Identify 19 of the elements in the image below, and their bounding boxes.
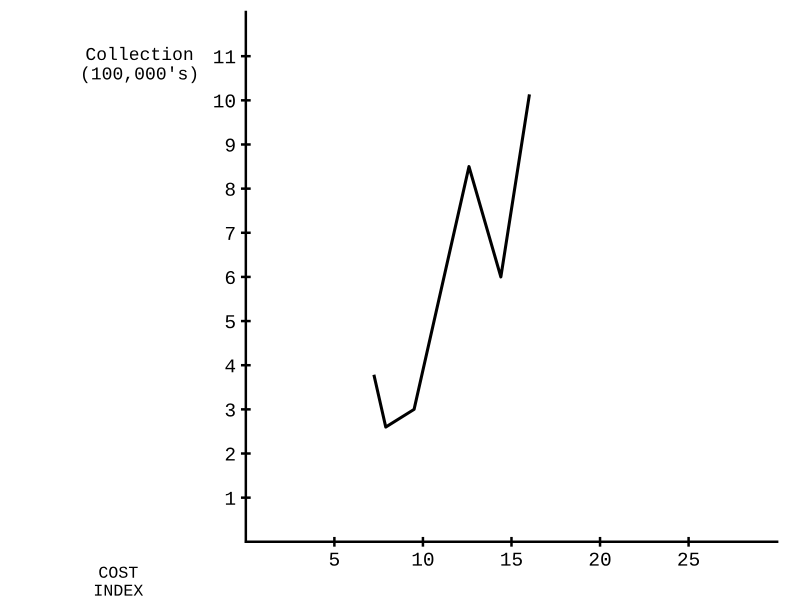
y-tick-label: 9 — [226, 138, 235, 152]
x-tick-label: 20 — [590, 552, 611, 566]
x-tick-label: 10 — [412, 552, 434, 566]
x-tick-label: 25 — [678, 552, 700, 566]
y-tick-label: 5 — [226, 315, 235, 328]
y-tick-label: 7 — [226, 227, 235, 240]
y-tick-label: 11 — [214, 50, 236, 64]
line-series — [372, 94, 531, 429]
y-tick-label: 2 — [226, 448, 235, 461]
y-tick-label: 6 — [226, 270, 235, 284]
y-tick-label: 10 — [214, 94, 235, 108]
y-tick-label: 4 — [225, 359, 236, 372]
x-tick-label: 15 — [501, 552, 522, 566]
y-tick-label: 8 — [226, 182, 235, 196]
y-tick-label: 1 — [226, 492, 236, 505]
x-tick-label: 5 — [330, 552, 339, 566]
y-tick-label: 3 — [226, 403, 235, 417]
x-axis-title: COST INDEX — [94, 566, 144, 596]
y-axis-title: Collection (100,000's) — [82, 46, 196, 84]
